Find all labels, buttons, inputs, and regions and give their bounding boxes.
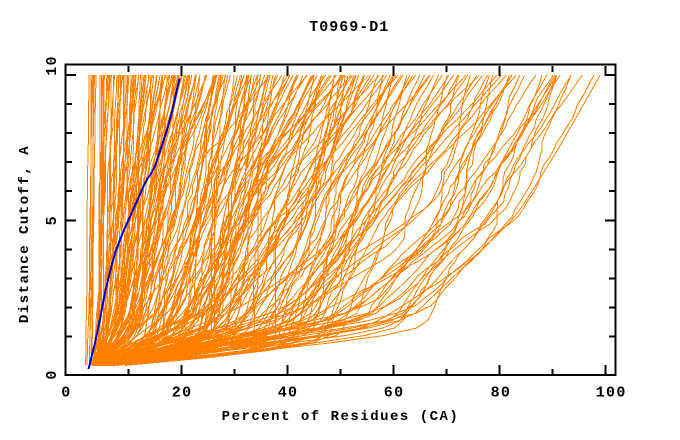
- svg-text:60: 60: [384, 384, 405, 401]
- svg-text:0: 0: [61, 384, 71, 401]
- svg-text:40: 40: [278, 384, 299, 401]
- svg-text:0: 0: [44, 369, 61, 379]
- svg-text:80: 80: [491, 384, 512, 401]
- svg-text:100: 100: [596, 384, 627, 401]
- svg-text:10: 10: [44, 55, 61, 76]
- svg-text:20: 20: [172, 384, 193, 401]
- svg-text:T0969-D1: T0969-D1: [309, 19, 389, 36]
- svg-text:5: 5: [44, 215, 61, 225]
- svg-text:Distance Cutoff, A: Distance Cutoff, A: [17, 145, 33, 323]
- svg-text:Percent of Residues (CA): Percent of Residues (CA): [222, 409, 460, 425]
